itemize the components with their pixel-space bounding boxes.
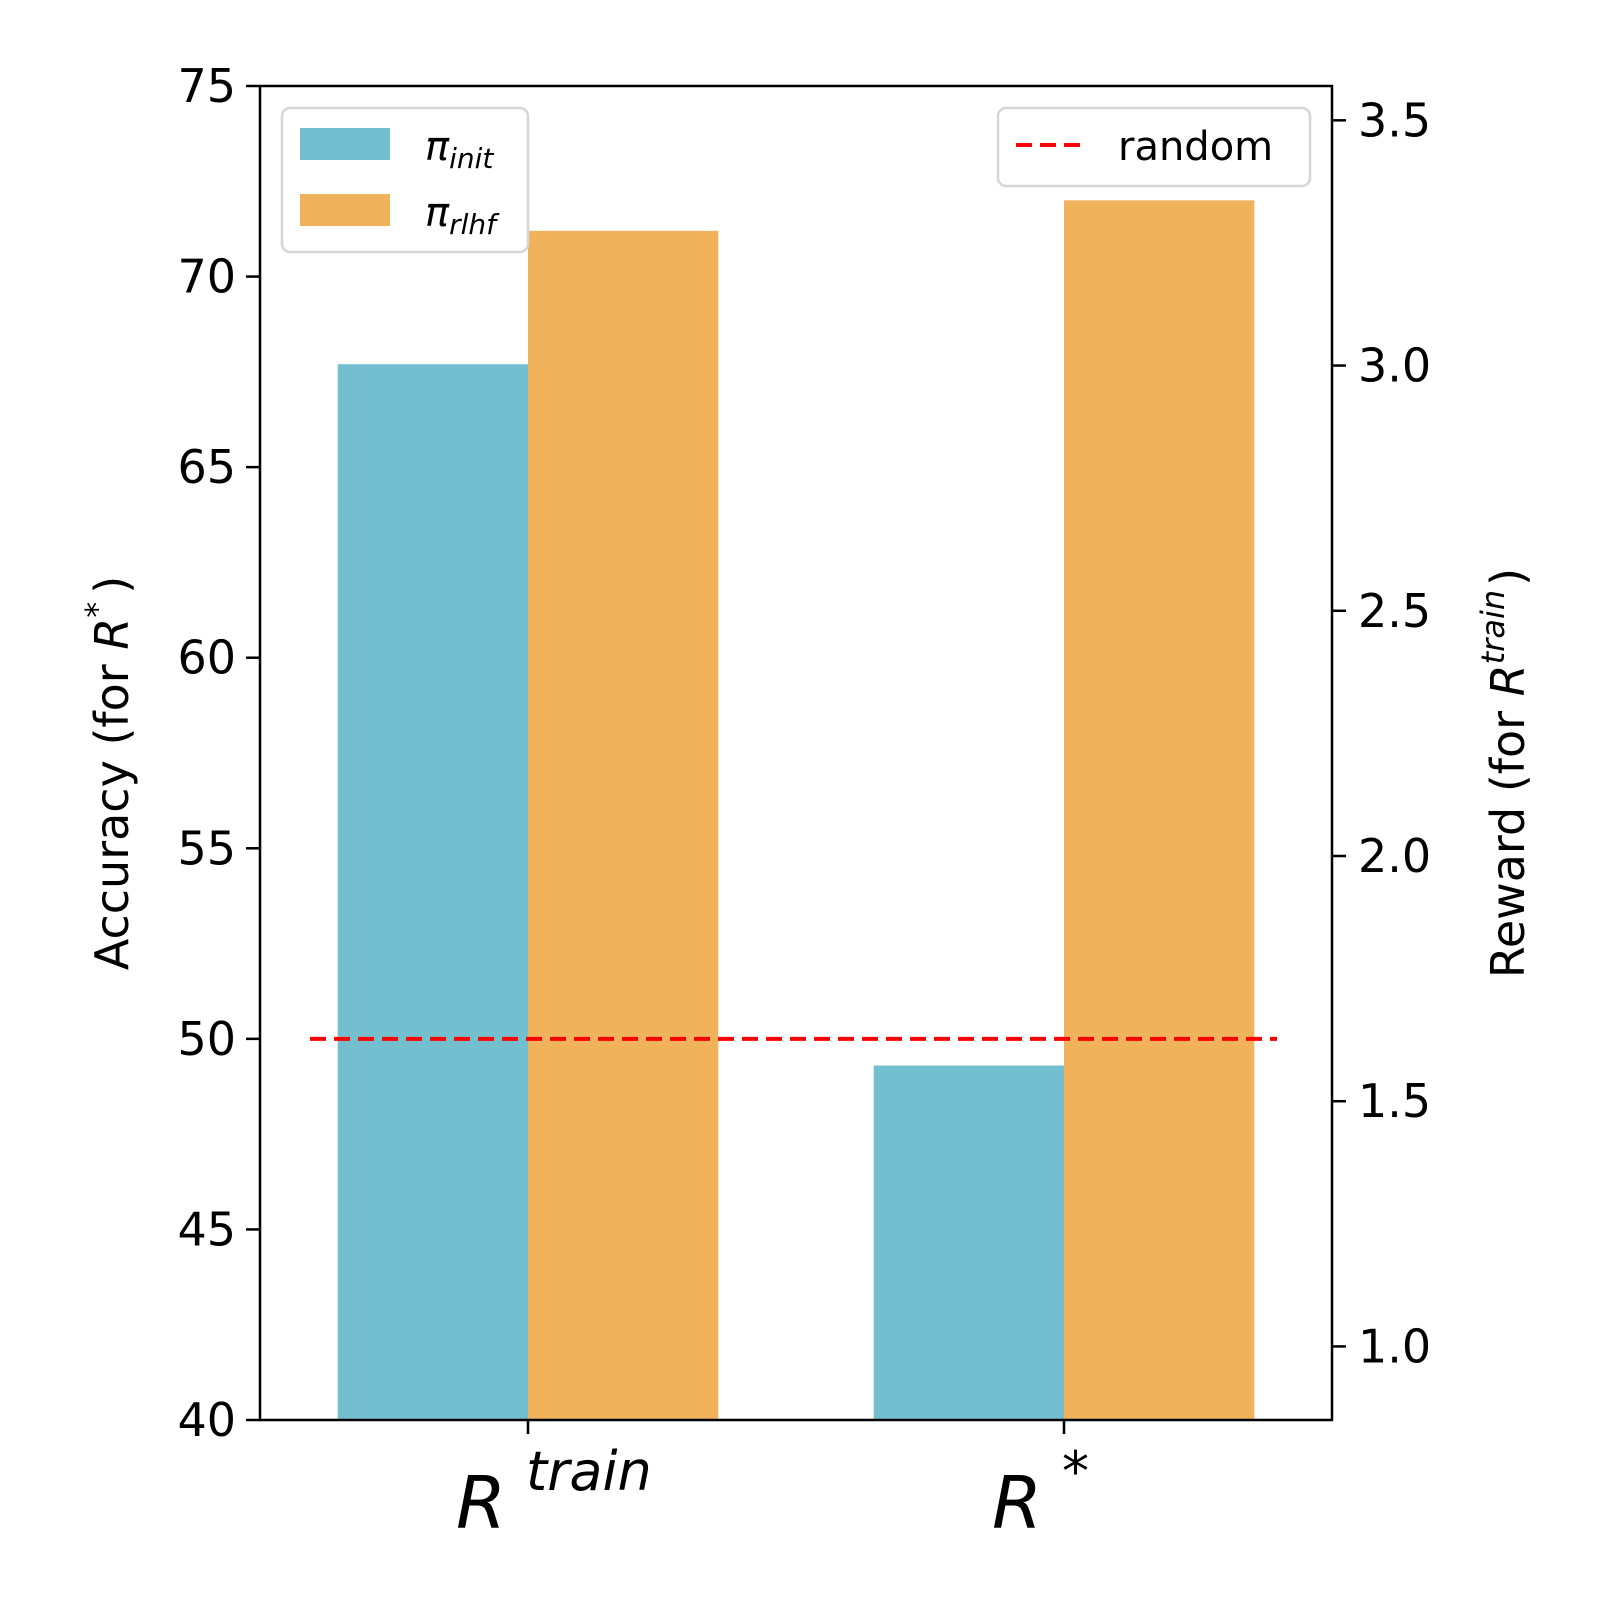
bar-rlhf-0	[528, 230, 719, 1421]
left-axis-label-sup: *	[78, 602, 116, 618]
right-tick-label-1: 1.5	[1358, 1074, 1431, 1128]
left-axis-label-close: )	[85, 576, 139, 594]
left-tick-label-0: 40	[177, 1393, 236, 1447]
legend-label-init-sub: init	[449, 142, 494, 175]
legend-label-rlhf-sub: rlhf	[449, 208, 500, 241]
right-axis-label-var: R	[1481, 664, 1535, 696]
legend-swatch-init	[300, 128, 390, 160]
x-tick-label-sup-1: *	[1062, 1440, 1089, 1503]
right-tick-label-5: 3.5	[1358, 93, 1431, 147]
x-tick-label-base-0: R	[456, 1461, 506, 1545]
left-tick-label-4: 60	[177, 631, 236, 685]
right-axis-label-text: Reward (for	[1481, 696, 1535, 978]
x-tick-label-sup-0: train	[526, 1440, 652, 1503]
plot-frame	[258, 84, 1334, 1422]
bar-rlhf-1	[1064, 200, 1255, 1420]
right-axis-label: Reward (for Rtrain)	[1474, 568, 1535, 978]
bar-init-0	[337, 364, 528, 1421]
bar-init-1	[873, 1065, 1064, 1420]
right-axis-label-sup: train	[1474, 590, 1512, 664]
left-axis-ticks: 40 45 50 55 60 65 70 75	[177, 59, 260, 1447]
left-tick-label-2: 50	[177, 1012, 236, 1066]
left-tick-label-6: 70	[177, 250, 236, 304]
left-axis-label-var: R	[85, 618, 139, 650]
legend-label-init-base: π	[425, 124, 450, 170]
legend-label-init: πinit	[425, 124, 494, 175]
legend-label-random: random	[1118, 124, 1273, 170]
left-axis-label-text: Accuracy (for	[85, 650, 139, 970]
legend-label-rlhf: πrlhf	[425, 190, 500, 241]
legend-swatch-rlhf	[300, 194, 390, 226]
left-tick-label-5: 65	[177, 440, 236, 494]
legend-label-rlhf-base: π	[425, 190, 450, 236]
left-axis-label: Accuracy (for R*)	[78, 576, 139, 970]
right-axis-ticks: 1.0 1.5 2.0 2.5 3.0 3.5	[1332, 93, 1431, 1373]
legend-reference-frame	[996, 106, 1312, 188]
right-tick-label-3: 2.5	[1358, 584, 1431, 638]
legend-reference: random	[996, 106, 1312, 188]
legend-series: πinit πrlhf	[280, 106, 530, 254]
x-tick-label-base-1: R	[992, 1461, 1042, 1545]
right-axis-label-close: )	[1481, 568, 1535, 586]
x-tick-label-1: R *	[992, 1440, 1089, 1545]
right-tick-label-0: 1.0	[1358, 1319, 1431, 1373]
bars-group	[337, 200, 1255, 1421]
left-tick-label-7: 75	[177, 59, 236, 113]
left-tick-label-3: 55	[177, 821, 236, 875]
right-tick-label-4: 3.0	[1358, 339, 1431, 393]
right-tick-label-2: 2.0	[1358, 829, 1431, 883]
left-tick-label-1: 45	[177, 1202, 236, 1256]
